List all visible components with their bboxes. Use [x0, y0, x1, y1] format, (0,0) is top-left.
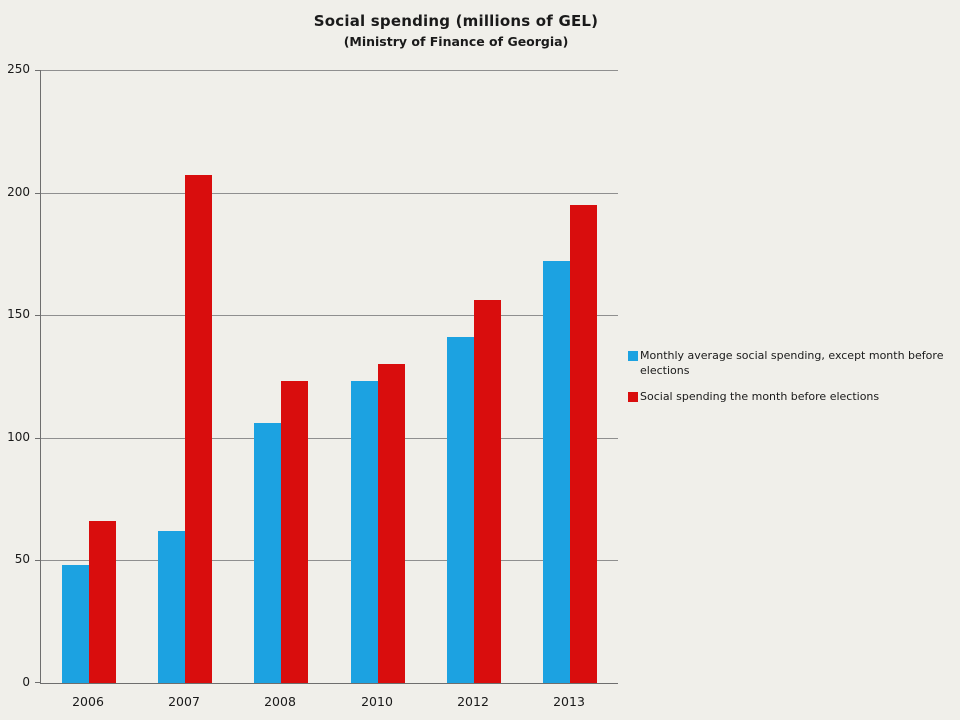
x-axis-label-2010: 2010: [361, 694, 393, 709]
chart-subtitle: (Ministry of Finance of Georgia): [343, 34, 569, 49]
bar-monthly-average-2013: [543, 261, 570, 683]
x-axis-label-2007: 2007: [168, 694, 200, 709]
y-axis-label-100: 100: [7, 430, 30, 444]
bar-before-elections-2007: [185, 175, 212, 683]
bar-before-elections-2008: [281, 381, 308, 683]
legend-label-monthly-average: Monthly average social spending, except …: [640, 349, 944, 377]
legend-item-before-elections: Social spending the month before electio…: [628, 390, 960, 405]
y-tick-100: [35, 438, 41, 439]
bar-monthly-average-2006: [62, 565, 89, 683]
legend-swatch-blue: [628, 351, 638, 361]
chart-title: Social spending (millions of GEL): [313, 12, 599, 30]
gridline-200: [41, 193, 618, 194]
x-axis-label-2008: 2008: [264, 694, 296, 709]
gridline-50: [41, 560, 618, 561]
bar-before-elections-2010: [378, 364, 405, 683]
plot-area: [35, 70, 618, 684]
bar-before-elections-2006: [89, 521, 116, 683]
y-axis-label-250: 250: [7, 62, 30, 76]
y-tick-200: [35, 193, 41, 194]
bar-monthly-average-2007: [158, 531, 185, 683]
bar-before-elections-2013: [570, 205, 597, 683]
gridline-100: [41, 438, 618, 439]
gridline-250: [41, 70, 618, 71]
y-tick-250: [35, 70, 41, 71]
y-tick-0: [35, 682, 41, 683]
bar-monthly-average-2008: [254, 423, 281, 683]
y-tick-50: [35, 560, 41, 561]
x-axis-label-2012: 2012: [457, 694, 489, 709]
bar-before-elections-2012: [474, 300, 501, 683]
bar-monthly-average-2010: [351, 381, 378, 683]
y-axis-label-200: 200: [7, 185, 30, 199]
y-tick-150: [35, 315, 41, 316]
legend-label-before-elections: Social spending the month before electio…: [640, 389, 880, 403]
legend-swatch-red: [628, 391, 638, 402]
x-axis-label-2006: 2006: [72, 694, 104, 709]
gridline-150: [41, 315, 618, 316]
y-axis-label-150: 150: [7, 307, 30, 321]
y-axis-label-50: 50: [14, 552, 30, 566]
legend-item-monthly-average: Monthly average social spending, except …: [628, 349, 960, 379]
x-axis-label-2013: 2013: [553, 694, 585, 709]
legend: Monthly average social spending, except …: [628, 349, 960, 416]
y-axis-label-0: 0: [22, 675, 30, 689]
bar-monthly-average-2012: [447, 337, 474, 683]
